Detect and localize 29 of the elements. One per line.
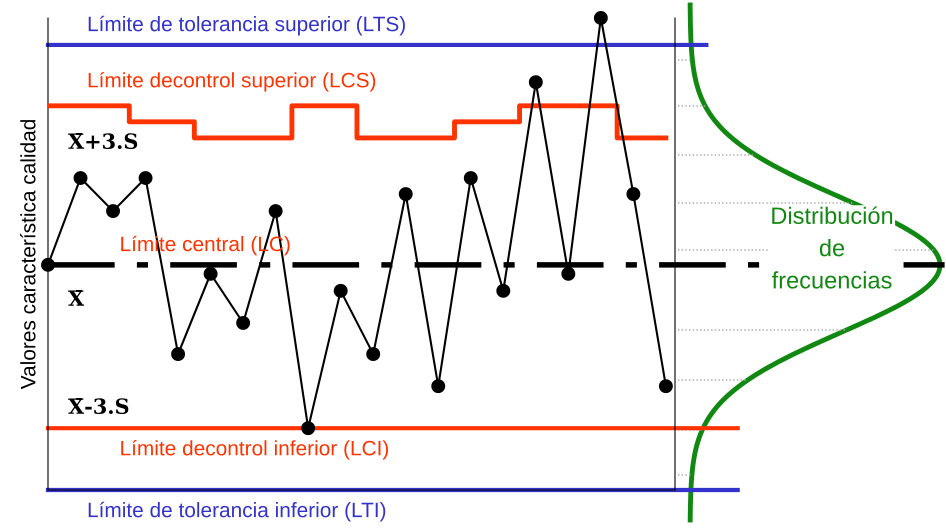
point [366,347,380,362]
point [268,204,283,218]
point [41,258,55,272]
point [74,171,88,185]
point [398,187,413,201]
annotation: X̄ [68,290,84,306]
point [528,75,543,90]
point [106,204,120,218]
y-axis-title: Valores característica calidad [20,120,36,390]
point [626,187,640,201]
ref-line-label: Límite decontrol inferior (LCI) [121,440,388,460]
point [464,171,478,185]
point [431,379,446,394]
point [171,347,186,362]
ref-line-label: Límite de tolerancia superior (LTS) [88,16,405,36]
point [334,284,348,298]
point [236,316,250,330]
series-label: Límite decontrol superior (LCS) [88,72,376,92]
point [138,171,153,185]
text: Distribución de frecuencias [772,206,892,289]
annotation: X̄+3.S [68,133,138,150]
point [496,284,510,298]
point [658,379,673,394]
annotation: X̄-3.S [68,398,128,414]
point [301,421,316,436]
point [204,266,218,281]
point [594,11,608,25]
ref-line-label: Límite de tolerancia inferior (LTI) [88,502,386,522]
point [561,266,576,281]
